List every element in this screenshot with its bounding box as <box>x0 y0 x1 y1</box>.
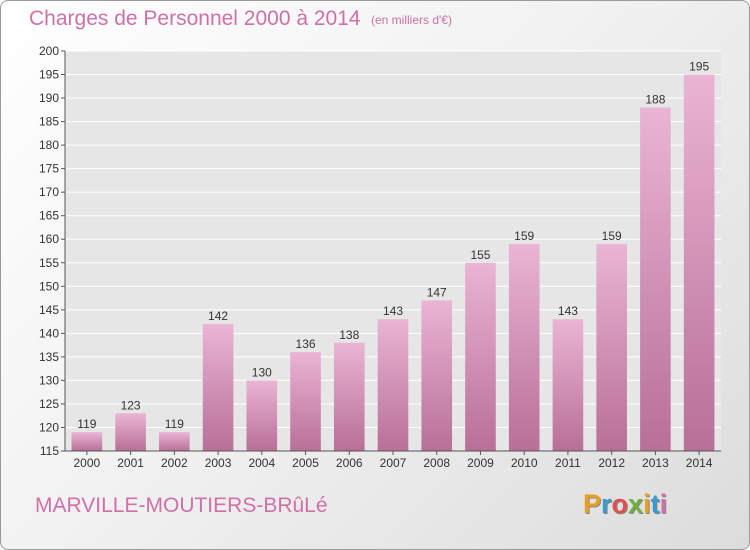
chart-title: Charges de Personnel 2000 à 2014 <box>29 7 361 30</box>
bar <box>683 74 715 451</box>
y-tick-label: 135 <box>39 350 59 364</box>
data-label: 195 <box>689 60 709 74</box>
bar <box>159 432 190 451</box>
y-tick-label: 200 <box>39 44 59 58</box>
x-tick-label: 2005 <box>292 456 319 470</box>
bar <box>377 319 409 451</box>
data-label: 159 <box>514 229 534 243</box>
data-label: 119 <box>77 417 96 431</box>
x-tick-label: 2008 <box>423 456 450 470</box>
data-label: 159 <box>602 229 622 243</box>
x-tick-label: 2004 <box>248 456 275 470</box>
x-tick-label: 2009 <box>467 456 494 470</box>
chart-unit-note: (en milliers d'€) <box>371 13 452 27</box>
x-tick-label: 2012 <box>598 456 625 470</box>
data-label: 138 <box>339 328 359 342</box>
bar <box>333 342 365 451</box>
y-tick-label: 180 <box>39 138 59 152</box>
bar <box>246 380 278 451</box>
bar <box>596 243 627 451</box>
data-label: 123 <box>121 398 141 412</box>
bar <box>508 243 540 451</box>
y-tick-label: 160 <box>39 232 59 246</box>
y-tick-label: 115 <box>40 444 59 458</box>
x-tick-label: 2014 <box>686 456 713 470</box>
x-tick-label: 2002 <box>161 456 188 470</box>
x-tick-label: 2001 <box>117 456 144 470</box>
x-tick-label: 2013 <box>642 456 669 470</box>
bar <box>290 352 321 451</box>
data-label: 130 <box>252 365 272 379</box>
y-tick-label: 190 <box>39 91 59 105</box>
y-tick-label: 120 <box>39 420 59 434</box>
bar <box>421 300 453 451</box>
commune-name: MARVILLE-MOUTIERS-BRûLé <box>35 494 328 517</box>
x-tick-label: 2010 <box>511 456 538 470</box>
x-tick-label: 2003 <box>205 456 232 470</box>
bar <box>71 432 103 451</box>
y-tick-label: 175 <box>39 162 59 176</box>
y-tick-label: 170 <box>39 185 59 199</box>
bar <box>552 319 584 451</box>
x-tick-label: 2007 <box>380 456 407 470</box>
y-tick-label: 130 <box>39 373 59 387</box>
data-label: 143 <box>558 304 578 318</box>
x-tick-label: 2011 <box>555 456 581 470</box>
bar <box>640 107 671 452</box>
data-label: 155 <box>470 248 490 262</box>
data-label: 143 <box>383 304 403 318</box>
y-tick-label: 155 <box>39 256 59 270</box>
y-tick-label: 185 <box>39 115 59 129</box>
bar <box>202 323 234 451</box>
data-label: 119 <box>165 417 184 431</box>
y-tick-label: 145 <box>39 303 59 317</box>
bar <box>115 413 146 451</box>
proxiti-logo: Proxiti <box>583 489 668 519</box>
y-tick-label: 195 <box>39 68 59 82</box>
data-label: 188 <box>645 92 665 106</box>
data-label: 136 <box>296 337 316 351</box>
bar <box>465 262 496 451</box>
data-label: 147 <box>427 285 447 299</box>
y-tick-label: 140 <box>39 326 59 340</box>
y-tick-label: 165 <box>39 209 59 223</box>
data-label: 142 <box>208 309 228 323</box>
y-tick-label: 150 <box>39 279 59 293</box>
y-tick-label: 125 <box>39 397 59 411</box>
x-tick-label: 2000 <box>74 456 101 470</box>
x-tick-label: 2006 <box>336 456 363 470</box>
